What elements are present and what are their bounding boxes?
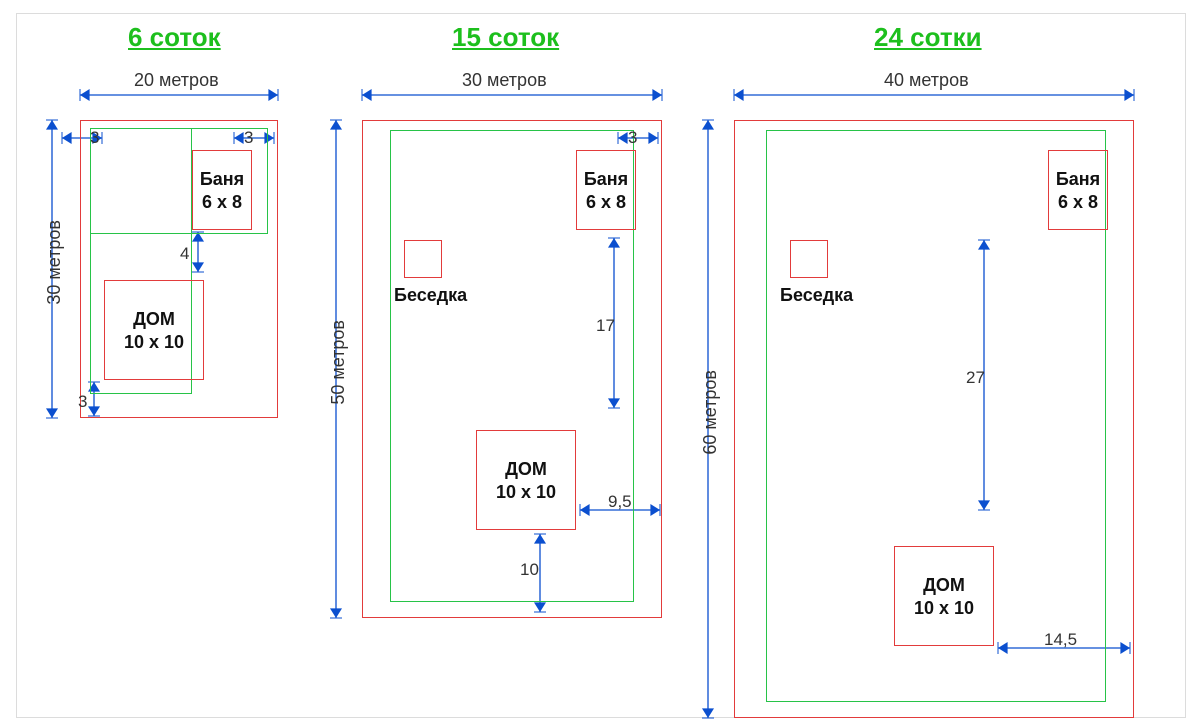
banya-label-1: Баня6 x 8 <box>574 168 638 213</box>
house-label-1: ДОМ10 x 10 <box>476 458 576 503</box>
dim-0-1: 3 <box>244 128 253 148</box>
height-label-2: 60 метров <box>700 370 721 455</box>
gazebo-label-1: Беседка <box>394 284 467 307</box>
height-label-0: 30 метров <box>44 220 65 305</box>
plot-title-0: 6 соток <box>128 22 221 53</box>
dim-1-2: 9,5 <box>608 492 632 512</box>
banya-label-2: Баня6 x 8 <box>1046 168 1110 213</box>
dim-1-1: 17 <box>596 316 615 336</box>
house-label-0: ДОМ10 x 10 <box>104 308 204 353</box>
dim-2-1: 14,5 <box>1044 630 1077 650</box>
width-label-1: 30 метров <box>462 70 547 91</box>
dim-0-2: 4 <box>180 244 189 264</box>
gazebo-label-2: Беседка <box>780 284 853 307</box>
dim-1-3: 10 <box>520 560 539 580</box>
dim-1-0: 3 <box>628 128 637 148</box>
gazebo-1 <box>404 240 442 278</box>
dim-0-0: 3 <box>90 128 99 148</box>
width-label-0: 20 метров <box>134 70 219 91</box>
plot-title-2: 24 сотки <box>874 22 982 53</box>
banya-label-0: Баня6 x 8 <box>190 168 254 213</box>
dim-0-3: 3 <box>78 392 87 412</box>
house-label-2: ДОМ10 x 10 <box>894 574 994 619</box>
dim-2-0: 27 <box>966 368 985 388</box>
gazebo-2 <box>790 240 828 278</box>
plot-title-1: 15 соток <box>452 22 559 53</box>
width-label-2: 40 метров <box>884 70 969 91</box>
height-label-1: 50 метров <box>328 320 349 405</box>
